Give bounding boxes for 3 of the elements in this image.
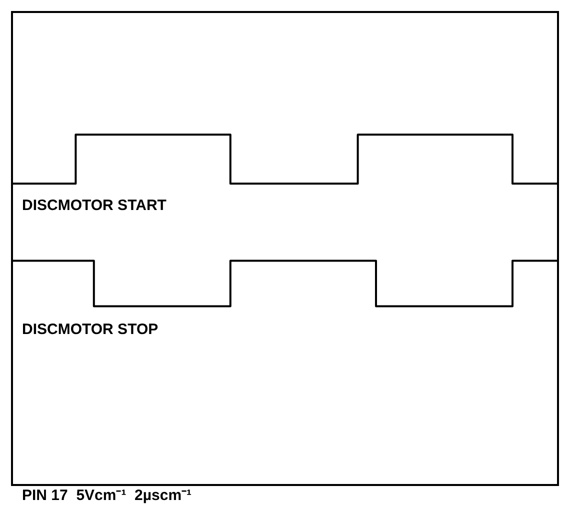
- series-label: DISCMOTOR STOP: [22, 321, 158, 338]
- text: PIN 17 5Vcm⁻¹ 2µscm⁻¹: [22, 487, 192, 504]
- series-label: DISCMOTOR START: [22, 197, 166, 214]
